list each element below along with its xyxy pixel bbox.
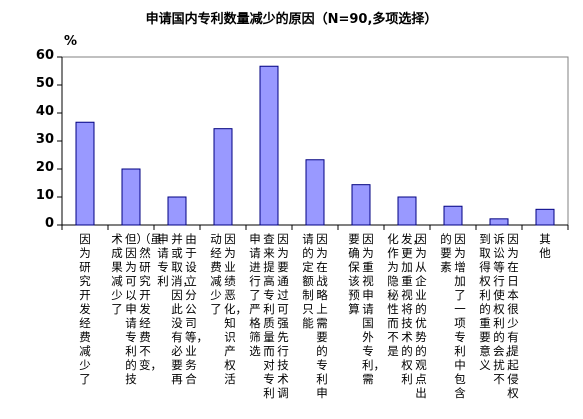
- bar: [213, 128, 233, 226]
- y-tick-label: 10: [35, 188, 54, 203]
- bar: [121, 168, 141, 226]
- bar: [397, 196, 417, 226]
- bar: [351, 184, 371, 226]
- y-tick-label: 0: [44, 216, 54, 231]
- x-tick-label: 因为增加了一项专利中包含 的要素: [440, 232, 466, 400]
- x-tick-label: 因为要通过可强先行技术调 查来提高专利质量而对专利 申请进行了严格筛选: [249, 232, 289, 400]
- bar: [443, 205, 463, 226]
- y-tick-label: 30: [35, 132, 54, 147]
- x-tick-label: 因为重视申请国外专利，需 要确保该预算: [348, 232, 385, 386]
- x-tick-label: 因为业绩恶化，知识产权活 动经费减少了: [210, 232, 247, 386]
- bar: [75, 121, 95, 226]
- chart-title: 申请国内专利数量减少的原因（N=90,多项选择）: [145, 12, 438, 27]
- x-tick-label: 其他: [539, 232, 551, 260]
- y-axis-unit: %: [64, 34, 78, 49]
- x-tick-label: （虽然研究开发经费不变， 但）因为可以申请专利的技 术成果减少了: [111, 232, 162, 386]
- x-tick-label: 因为研究开发经费减少了: [79, 232, 91, 386]
- bar: [259, 65, 279, 226]
- y-tick-label: 20: [35, 160, 54, 175]
- y-tick-label: 40: [35, 104, 54, 119]
- x-tick-label: 因为在战略上需要的专利申 请的定额制只能: [302, 232, 328, 400]
- bar: [489, 218, 509, 226]
- y-tick-label: 50: [35, 76, 54, 91]
- x-tick-label: 因为从企业的优势的观点出 发，更加重视将技术的权利 化作为隐秘性而不是: [387, 232, 427, 400]
- x-tick-label: 由于设立分公司等，业务合 并或取消，因此没有必要再 申请专利: [157, 232, 208, 386]
- y-tick-label: 60: [35, 48, 54, 63]
- bar: [535, 208, 555, 226]
- bar: [167, 196, 187, 226]
- bar: [305, 159, 325, 226]
- x-tick-label: 因为在日本很少有提起侵权 诉讼等行使权利的会，扰不 到取得权利的重要意义: [479, 232, 519, 400]
